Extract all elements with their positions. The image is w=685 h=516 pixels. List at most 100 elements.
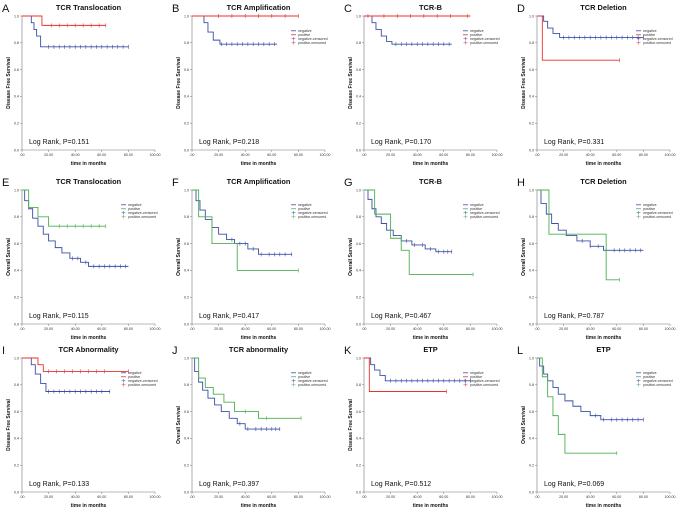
legend-label: negative-censored <box>643 37 673 41</box>
x-axis-label: time in months <box>71 335 107 341</box>
x-tick-label: 60.00 <box>612 327 621 331</box>
legend-label: positive <box>128 207 140 211</box>
log-rank-annotation: Log Rank, P=0.151 <box>29 139 89 146</box>
legend: negativepositivenegative-censoredpositiv… <box>636 371 673 387</box>
x-tick-label: 100.00 <box>150 327 161 331</box>
series-line-negative <box>537 357 644 421</box>
x-tick-label: 100.00 <box>665 327 676 331</box>
y-axis-label: Disease Free Survival <box>176 57 182 109</box>
panel-letter: D <box>517 3 525 15</box>
y-tick-label: 0.8 <box>184 215 189 219</box>
x-tick-label: 100.00 <box>320 153 331 157</box>
series-line-positive <box>537 15 620 61</box>
x-tick-label: 80.00 <box>124 153 133 157</box>
series-line-negative <box>22 189 129 267</box>
series-line-positive <box>537 189 620 281</box>
y-tick-label: 1.0 <box>184 356 189 360</box>
y-tick-label: 0.2 <box>529 464 534 468</box>
x-axis-label: time in months <box>71 503 107 509</box>
x-tick-label: .00 <box>190 495 195 499</box>
legend-label: positive-censored <box>643 383 671 387</box>
legend-label: positive-censored <box>470 215 498 219</box>
y-axis-label: Overall Survival <box>176 237 182 275</box>
chart-title: ETP <box>596 345 610 354</box>
legend-label: positive-censored <box>470 41 498 45</box>
legend-label: positive-censored <box>643 215 671 219</box>
y-tick-label: 0.6 <box>529 68 534 72</box>
legend-label: positive <box>470 207 482 211</box>
legend: negativepositivenegative-censoredpositiv… <box>636 29 673 45</box>
panel-g: G TCR-B .00 20.00 40.00 60.00 80.00 100.00 0.0 0.… <box>344 177 503 341</box>
y-tick-label: 0.6 <box>529 242 534 246</box>
series-line-negative <box>537 15 644 38</box>
y-tick-label: 0.4 <box>14 437 19 441</box>
y-tick-label: 0.8 <box>14 383 19 387</box>
legend-label: positive-censored <box>298 215 326 219</box>
series-line-positive <box>192 189 299 271</box>
y-tick-label: 1.0 <box>14 356 19 360</box>
x-tick-label: 80.00 <box>639 153 648 157</box>
y-tick-label: 0.0 <box>356 490 361 494</box>
y-tick-label: 0.0 <box>184 322 189 326</box>
x-tick-label: 100.00 <box>665 495 676 499</box>
y-tick-label: 1.0 <box>529 356 534 360</box>
legend-label: positive-censored <box>128 215 156 219</box>
y-tick-label: 0.6 <box>356 410 361 414</box>
legend-label: positive <box>643 207 655 211</box>
y-axis-label: Overall Survival <box>521 237 527 275</box>
x-axis-label: time in months <box>241 503 277 509</box>
legend-label: negative-censored <box>470 211 500 215</box>
legend-label: negative <box>470 203 484 207</box>
series-line-negative <box>537 189 644 251</box>
y-tick-label: 0.4 <box>356 269 361 273</box>
y-tick-label: 0.4 <box>14 95 19 99</box>
x-tick-label: 60.00 <box>267 327 276 331</box>
log-rank-annotation: Log Rank, P=0.115 <box>29 313 89 320</box>
x-tick-label: 100.00 <box>150 495 161 499</box>
legend: negativepositivenegative-censoredpositiv… <box>291 371 328 387</box>
x-tick-label: .00 <box>535 153 540 157</box>
x-tick-label: 80.00 <box>294 153 303 157</box>
legend-label: positive <box>298 33 310 37</box>
y-tick-label: 0.0 <box>529 490 534 494</box>
y-tick-label: 0.2 <box>184 464 189 468</box>
legend: negativepositivenegative-censoredpositiv… <box>636 203 673 219</box>
chart-title: TCR Abnormality <box>58 345 119 354</box>
log-rank-annotation: Log Rank, P=0.417 <box>199 313 259 320</box>
panel-f: F TCR Amplification .00 20.00 40.00 60.00 80.0… <box>172 177 331 341</box>
panel-i: I TCR Abnormality .00 20.00 40.00 60.00 80.00 1… <box>2 345 161 509</box>
x-tick-label: 40.00 <box>413 153 422 157</box>
y-tick-label: 0.0 <box>356 322 361 326</box>
y-tick-label: 0.4 <box>356 95 361 99</box>
x-axis-label: time in months <box>586 335 622 341</box>
x-axis-label: time in months <box>413 503 449 509</box>
chart-title: TCR-B <box>419 3 442 12</box>
panel-e: E TCR Translocation .00 20.00 40.00 60.00 80.0… <box>2 177 161 341</box>
legend-label: negative <box>643 203 657 207</box>
panel-letter: C <box>344 3 352 15</box>
legend: negativepositivenegative-censoredpositiv… <box>463 29 500 45</box>
panel-h: H TCR Deletion .00 20.00 40.00 60.00 80.00 100.… <box>517 177 676 341</box>
series-line-negative <box>364 189 452 253</box>
y-tick-label: 0.8 <box>529 383 534 387</box>
legend-label: positive <box>128 375 140 379</box>
y-tick-label: 0.6 <box>184 242 189 246</box>
y-tick-label: 0.8 <box>14 41 19 45</box>
chart-title: TCR Translocation <box>56 177 122 186</box>
x-tick-label: .00 <box>20 495 25 499</box>
x-tick-label: 100.00 <box>320 495 331 499</box>
series-line-positive <box>22 357 129 372</box>
chart-title: TCR Amplification <box>227 3 291 12</box>
y-tick-label: 0.6 <box>184 410 189 414</box>
y-tick-label: 1.0 <box>356 14 361 18</box>
y-tick-label: 0.2 <box>356 296 361 300</box>
chart-title: TCR Deletion <box>580 3 627 12</box>
y-tick-label: 0.6 <box>184 68 189 72</box>
x-tick-label: 40.00 <box>71 327 80 331</box>
y-tick-label: 0.8 <box>529 215 534 219</box>
x-tick-label: 60.00 <box>439 153 448 157</box>
y-axis-label: Disease Free Survival <box>521 57 527 109</box>
legend-label: positive <box>643 375 655 379</box>
x-tick-label: 80.00 <box>294 327 303 331</box>
x-tick-label: .00 <box>362 153 367 157</box>
